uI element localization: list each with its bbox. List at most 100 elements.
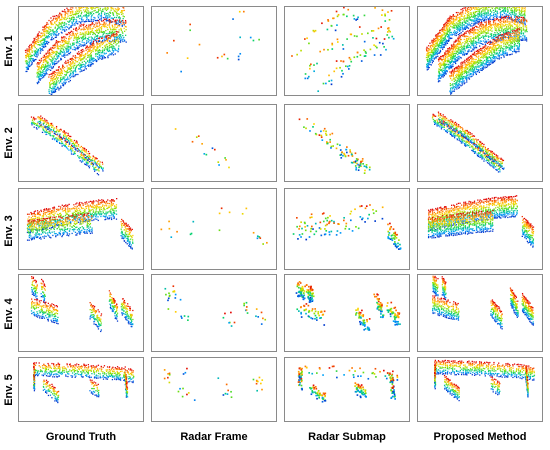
point: [496, 36, 498, 38]
point: [439, 68, 441, 71]
point: [482, 18, 484, 20]
point: [45, 27, 48, 29]
point: [472, 64, 474, 66]
point: [514, 21, 517, 23]
point: [189, 23, 191, 26]
point: [47, 23, 49, 25]
point: [54, 58, 57, 60]
point: [448, 55, 450, 57]
point: [460, 73, 462, 76]
point: [461, 69, 463, 71]
point: [453, 83, 455, 85]
point: [89, 13, 91, 15]
point: [76, 20, 78, 22]
point: [44, 25, 47, 27]
point: [485, 32, 488, 34]
point: [77, 46, 79, 48]
point: [455, 17, 457, 19]
point: [491, 7, 493, 10]
point: [500, 22, 502, 24]
point: [511, 32, 513, 35]
point: [495, 36, 497, 39]
point: [493, 20, 495, 22]
point: [450, 61, 452, 64]
point: [508, 15, 510, 17]
point: [69, 79, 72, 82]
point: [432, 60, 434, 62]
point: [522, 39, 524, 42]
point: [122, 38, 124, 40]
point: [439, 29, 441, 32]
point: [72, 7, 74, 9]
point: [476, 69, 478, 71]
point: [520, 11, 523, 14]
point: [482, 46, 484, 48]
point: [489, 9, 492, 11]
point: [498, 19, 500, 21]
point: [470, 72, 472, 75]
point: [25, 56, 27, 58]
point: [97, 53, 99, 55]
point: [477, 33, 480, 35]
point: [455, 40, 457, 42]
point: [484, 17, 486, 19]
point: [474, 61, 476, 63]
point: [33, 55, 36, 57]
point: [88, 11, 90, 13]
point: [512, 31, 514, 33]
point: [85, 37, 87, 39]
point: [76, 12, 78, 14]
point: [87, 20, 90, 22]
point: [498, 40, 501, 42]
point: [46, 126, 48, 129]
point: [431, 45, 434, 48]
point: [456, 77, 459, 79]
point: [470, 42, 472, 44]
point: [86, 41, 88, 43]
point: [71, 142, 73, 145]
point: [482, 36, 485, 38]
point: [482, 64, 484, 66]
point: [497, 36, 499, 38]
point: [39, 67, 41, 69]
point: [70, 149, 72, 152]
point: [498, 16, 500, 18]
point: [473, 39, 475, 41]
point: [97, 174, 100, 176]
point: [78, 51, 80, 53]
point: [441, 40, 443, 43]
point: [78, 46, 80, 48]
point: [453, 53, 455, 55]
point: [456, 70, 459, 72]
point: [432, 57, 434, 59]
point: [96, 59, 98, 61]
point: [472, 60, 474, 62]
point: [49, 122, 52, 125]
point: [108, 25, 111, 27]
point: [524, 38, 526, 41]
point: [487, 29, 489, 31]
point: [115, 32, 118, 35]
point: [57, 46, 59, 48]
point: [42, 59, 44, 61]
point: [90, 12, 92, 14]
point: [461, 46, 463, 48]
point: [94, 166, 97, 169]
point: [59, 51, 61, 53]
point: [522, 35, 524, 37]
point: [488, 7, 490, 9]
point: [76, 39, 78, 41]
point: [49, 83, 51, 86]
point: [478, 52, 480, 55]
point: [455, 47, 458, 49]
point: [84, 54, 87, 56]
point: [60, 72, 62, 75]
point: [99, 31, 101, 33]
point: [343, 7, 345, 9]
point: [508, 7, 511, 9]
point: [503, 35, 505, 38]
point: [486, 13, 488, 15]
point: [467, 63, 470, 65]
point: [51, 87, 53, 90]
point: [68, 27, 70, 29]
